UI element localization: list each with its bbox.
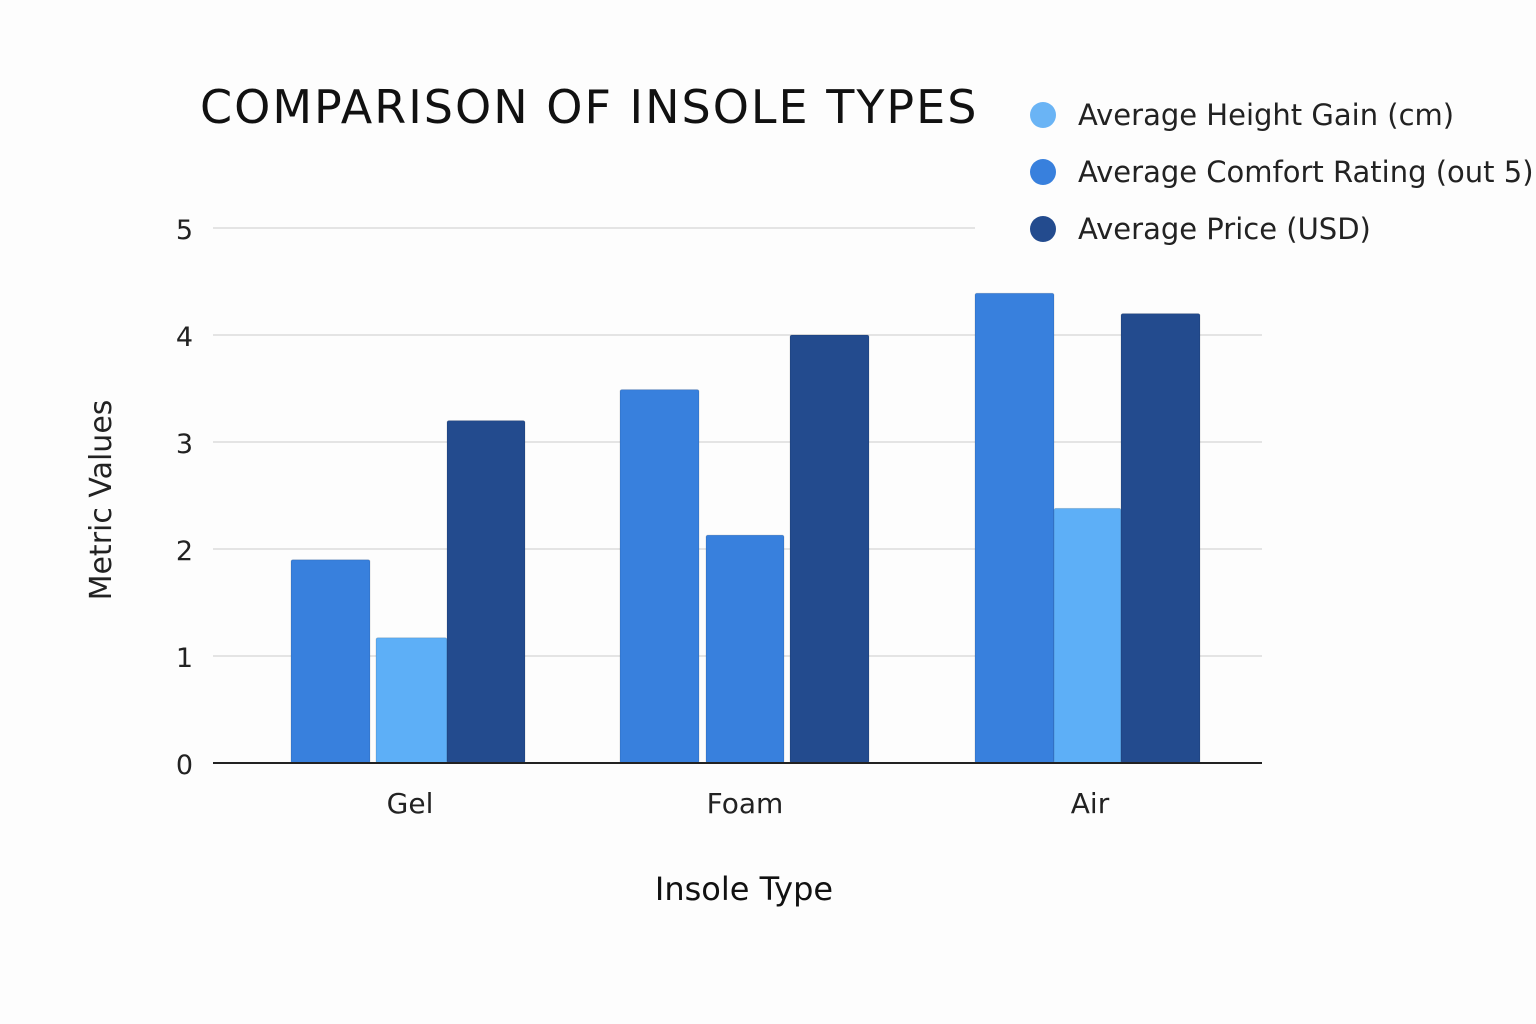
y-tick-label: 0 [176,750,193,781]
x-tick-label: Gel [387,787,434,820]
x-axis-label: Insole Type [655,870,833,908]
y-tick-labels: 0 1 2 3 4 5 [176,215,193,781]
legend-label-height-gain: Average Height Gain (cm) [1078,97,1455,132]
bar-foam-2 [705,534,785,764]
y-axis-label: Metric Values [84,400,119,601]
bar-gel-3 [446,420,526,764]
bars [290,292,1201,764]
y-tick-label: 5 [176,215,193,246]
legend-swatch-comfort-rating [1030,158,1056,185]
legend-item-comfort-rating: Average Comfort Rating (out 5) [1030,143,1534,200]
y-tick-label: 1 [176,643,193,674]
chart-title: COMPARISON OF INSOLE TYPES [200,80,979,134]
bar-foam-3 [789,334,870,764]
x-tick-label: Air [1071,787,1110,820]
bar-foam-1 [619,389,700,764]
legend-label-price: Average Price (USD) [1078,211,1371,246]
y-tick-label: 4 [176,322,193,353]
legend-swatch-height-gain [1030,101,1056,128]
legend-item-price: Average Price (USD) [1030,200,1534,257]
legend: Average Height Gain (cm) Average Comfort… [1030,86,1534,257]
bar-gel-1 [290,559,371,764]
bar-air-3 [1120,313,1201,764]
y-tick-label: 2 [176,536,193,567]
x-tick-labels: Gel Foam Air [387,787,1110,820]
x-tick-label: Foam [707,787,784,820]
legend-label-comfort-rating: Average Comfort Rating (out 5) [1078,154,1534,189]
bar-gel-2 [375,637,448,764]
y-tick-label: 3 [176,429,193,460]
legend-item-height-gain: Average Height Gain (cm) [1030,86,1534,143]
bar-air-2 [1053,507,1122,764]
legend-swatch-price [1030,215,1056,242]
bar-air-1 [974,292,1055,764]
